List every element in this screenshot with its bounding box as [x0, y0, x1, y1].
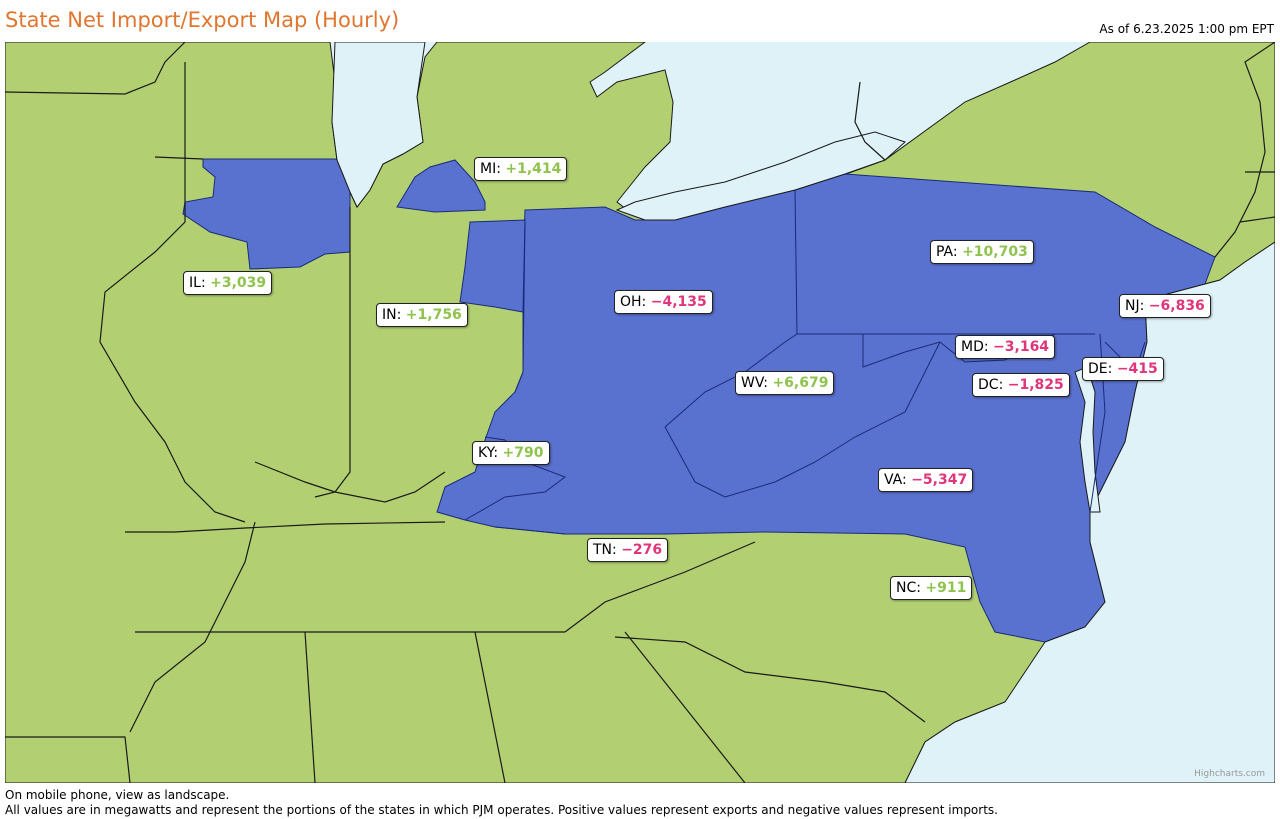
pjm-chicago	[182, 158, 351, 270]
state-value: −276	[621, 542, 663, 558]
state-label-dc[interactable]: DC: −1,825	[972, 373, 1070, 397]
state-value: −5,347	[911, 472, 968, 488]
state-value: −6,836	[1148, 298, 1205, 314]
state-value: +6,679	[772, 375, 829, 391]
state-value: +911	[925, 580, 967, 596]
state-abbr: IN	[382, 307, 397, 323]
chesapeake-bay	[1074, 366, 1101, 513]
pjm-michigan	[396, 159, 486, 213]
state-abbr: WV	[741, 375, 764, 391]
state-label-il[interactable]: IL: +3,039	[183, 271, 273, 295]
state-label-va[interactable]: VA: −5,347	[878, 468, 974, 492]
state-label-nc[interactable]: NC: +911	[890, 576, 973, 600]
as-of-timestamp: As of 6.23.2025 1:00 pm EPT	[1099, 22, 1274, 36]
state-abbr: TN	[593, 542, 613, 558]
lake-michigan	[331, 42, 426, 208]
state-abbr: PA	[936, 244, 953, 260]
state-label-tn[interactable]: TN: −276	[587, 538, 669, 562]
state-abbr: IL	[189, 275, 201, 291]
state-label-ky[interactable]: KY: +790	[472, 441, 550, 465]
state-abbr: DC	[978, 377, 999, 393]
state-value: −3,164	[993, 339, 1050, 355]
pjm-indiana	[459, 219, 526, 313]
outer-state-borders	[5, 42, 1275, 783]
footer-units-note: All values are in megawatts and represen…	[5, 803, 998, 817]
state-abbr: MD	[961, 339, 984, 355]
state-label-de[interactable]: DE: −415	[1082, 357, 1164, 381]
state-label-in[interactable]: IN: +1,756	[376, 303, 468, 327]
state-value: +3,039	[210, 275, 267, 291]
state-value: +1,756	[405, 307, 462, 323]
map-credit: Highcharts.com	[1194, 769, 1265, 779]
footer-notes: On mobile phone, view as landscape. All …	[5, 788, 998, 818]
state-value: −4,135	[650, 294, 707, 310]
state-abbr: NC	[896, 580, 917, 596]
state-value: +790	[502, 445, 544, 461]
map-canvas	[5, 42, 1275, 783]
state-label-nj[interactable]: NJ: −6,836	[1119, 294, 1211, 318]
state-value: +1,414	[505, 161, 562, 177]
state-abbr: DE	[1088, 361, 1108, 377]
footer-mobile-note: On mobile phone, view as landscape.	[5, 788, 230, 802]
state-label-md[interactable]: MD: −3,164	[955, 335, 1056, 359]
state-abbr: NJ	[1125, 298, 1140, 314]
state-map[interactable]: Highcharts.com	[5, 42, 1275, 783]
state-value: −1,825	[1007, 377, 1064, 393]
state-label-mi[interactable]: MI: +1,414	[474, 157, 568, 181]
state-label-oh[interactable]: OH: −4,135	[614, 290, 713, 314]
map-title: State Net Import/Export Map (Hourly)	[5, 8, 400, 32]
state-value: +10,703	[962, 244, 1028, 260]
state-abbr: OH	[620, 294, 642, 310]
lake-erie-shape	[615, 131, 906, 221]
state-abbr: KY	[478, 445, 494, 461]
state-abbr: MI	[480, 161, 497, 177]
state-value: −415	[1116, 361, 1158, 377]
state-abbr: VA	[884, 472, 903, 488]
state-label-wv[interactable]: WV: +6,679	[735, 371, 835, 395]
state-label-pa[interactable]: PA: +10,703	[930, 240, 1034, 264]
